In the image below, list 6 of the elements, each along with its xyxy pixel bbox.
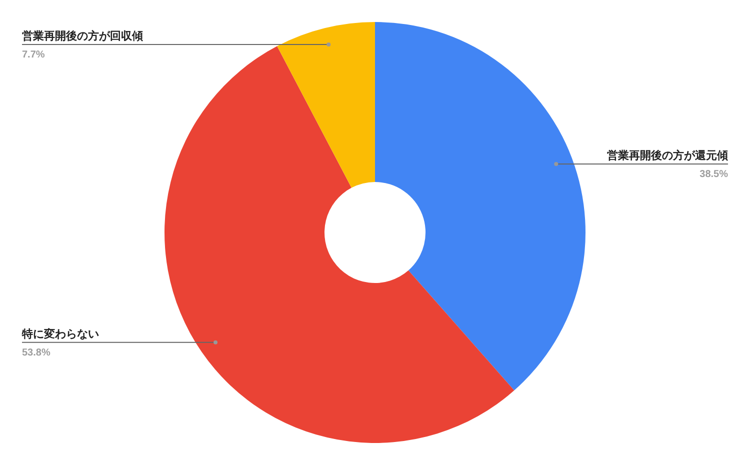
slice-label: 営業再開後の方が還元傾 — [607, 149, 728, 162]
slice-label: 営業再開後の方が回収傾 — [22, 29, 143, 42]
data-label: 7.7% — [22, 49, 45, 60]
data-label: 38.5% — [700, 169, 728, 180]
data-label: 53.8% — [22, 347, 50, 358]
slice-label: 特に変わらない — [21, 327, 99, 340]
